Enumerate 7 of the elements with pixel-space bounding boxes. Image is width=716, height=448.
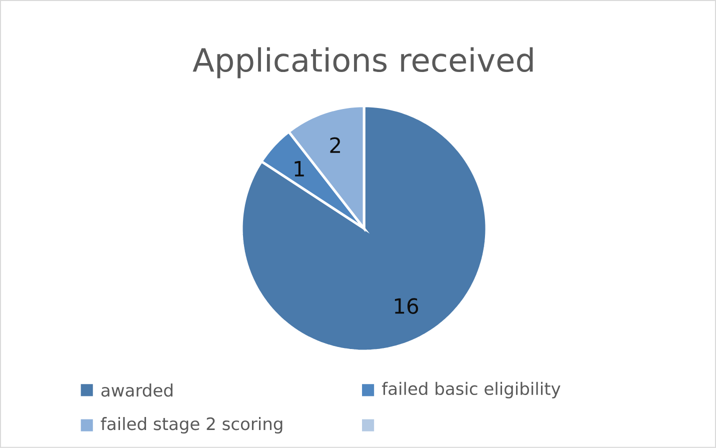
legend-label: awarded [101, 384, 172, 397]
data-label: 1 [294, 161, 304, 176]
data-label: 16 [394, 298, 418, 314]
legend-label: failed basic eligibility [382, 382, 560, 398]
legend-label: failed stage 2 scoring [100, 417, 282, 434]
chart-title: Applications received [192, 47, 533, 78]
data-label: 2 [330, 137, 340, 153]
